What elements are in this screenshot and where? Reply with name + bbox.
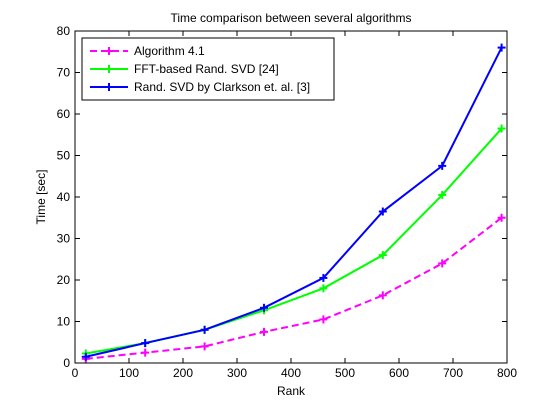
data-point: [497, 43, 506, 52]
legend-label: Algorithm 4.1: [134, 44, 205, 58]
y-tick-label: 50: [57, 149, 71, 163]
y-tick-label: 80: [57, 24, 71, 38]
series-3: [81, 43, 506, 361]
x-axis-label: Rank: [277, 384, 306, 398]
data-point: [200, 325, 209, 334]
data-point: [438, 190, 447, 199]
data-point: [141, 339, 150, 348]
legend-item: Rand. SVD by Clarkson et. al. [3]: [90, 80, 310, 94]
data-point: [378, 291, 387, 300]
data-point: [378, 207, 387, 216]
series-line: [85, 216, 503, 360]
x-tick-label: 200: [173, 366, 193, 380]
series-line: [85, 47, 503, 358]
x-tick-label: 400: [281, 366, 301, 380]
legend-label: Rand. SVD by Clarkson et. al. [3]: [134, 80, 310, 94]
y-tick-label: 60: [57, 107, 71, 121]
legend-item: Algorithm 4.1: [90, 44, 205, 58]
data-point: [378, 251, 387, 260]
data-point: [141, 348, 150, 357]
y-tick-label: 0: [63, 356, 70, 370]
y-tick-label: 30: [57, 232, 71, 246]
x-tick-label: 0: [72, 366, 79, 380]
data-point: [438, 161, 447, 170]
legend-item: FFT-based Rand. SVD [24]: [90, 62, 279, 76]
data-point: [319, 315, 328, 324]
x-tick-label: 300: [227, 366, 247, 380]
y-tick-label: 70: [57, 66, 71, 80]
x-tick-label: 700: [443, 366, 463, 380]
y-tick-label: 10: [57, 315, 71, 329]
data-point: [497, 124, 506, 133]
y-tick-label: 20: [57, 273, 71, 287]
x-tick-label: 600: [389, 366, 409, 380]
x-tick-label: 500: [335, 366, 355, 380]
legend-label: FFT-based Rand. SVD [24]: [134, 62, 279, 76]
x-axis: 0 100 200 300 400 500 600 700 800: [72, 31, 517, 380]
data-point: [260, 327, 268, 336]
y-axis: 0 10 20 30 40 50 60 70 80: [57, 24, 507, 370]
data-point: [200, 342, 209, 351]
x-tick-label: 100: [119, 366, 139, 380]
data-point: [319, 284, 328, 293]
legend-marker: [105, 83, 113, 91]
legend-marker: [105, 65, 113, 73]
y-axis-label: Time [sec]: [34, 170, 48, 225]
series-layer: [81, 43, 506, 363]
data-point: [319, 273, 328, 282]
data-point: [81, 352, 90, 361]
data-point: [260, 303, 268, 312]
x-tick-label: 800: [497, 366, 517, 380]
chart-title: Time comparison between several algorith…: [171, 11, 412, 25]
data-point: [438, 259, 447, 268]
legend-marker: [105, 47, 113, 55]
legend: Algorithm 4.1 FFT-based Rand. SVD [24] Ran…: [81, 37, 335, 101]
series-1: [81, 213, 506, 363]
plot-frame: [74, 30, 508, 364]
data-point: [497, 213, 506, 222]
y-tick-label: 40: [57, 190, 71, 204]
